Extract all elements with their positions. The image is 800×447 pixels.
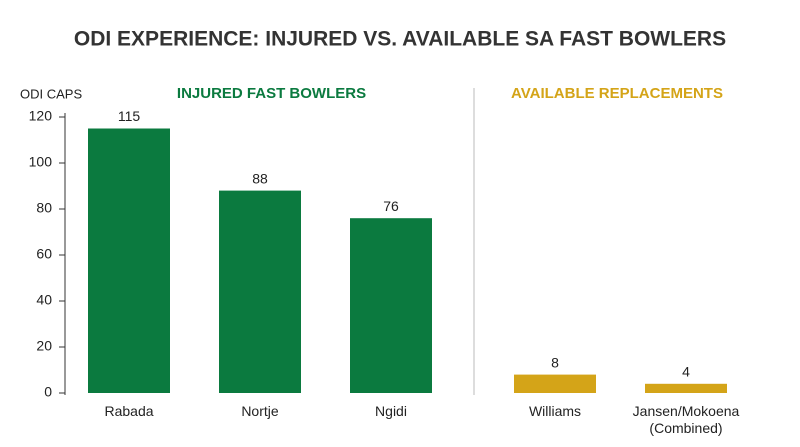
- bar: [88, 128, 170, 393]
- y-tick-label: 80: [36, 200, 52, 216]
- y-tick-label: 100: [29, 154, 53, 170]
- value-label: 4: [682, 364, 690, 380]
- y-tick-label: 120: [29, 108, 53, 124]
- bar: [219, 190, 301, 393]
- value-label: 88: [252, 170, 268, 186]
- x-tick-label: Jansen/Mokoena (Combined): [632, 403, 740, 436]
- group-label: INJURED FAST BOWLERS: [177, 85, 366, 102]
- y-tick-label: 60: [36, 246, 52, 262]
- y-tick-label: 0: [44, 384, 52, 400]
- bar: [514, 374, 596, 393]
- bar: [645, 383, 727, 393]
- y-tick-label: 20: [36, 338, 52, 354]
- value-label: 8: [551, 354, 559, 370]
- bar: [350, 218, 432, 393]
- y-axis-label: ODI CAPS: [20, 86, 82, 101]
- y-tick-label: 40: [36, 292, 52, 308]
- x-tick-label: Ngidi: [375, 403, 407, 419]
- value-label: 115: [118, 108, 141, 124]
- x-tick-label: Nortje: [241, 403, 279, 419]
- chart-title: ODI EXPERIENCE: INJURED VS. AVAILABLE SA…: [74, 28, 726, 51]
- group-label: AVAILABLE REPLACEMENTS: [511, 85, 723, 102]
- x-tick-label: Williams: [528, 403, 582, 419]
- value-label: 76: [383, 198, 399, 214]
- x-tick-label: Rabada: [104, 403, 154, 419]
